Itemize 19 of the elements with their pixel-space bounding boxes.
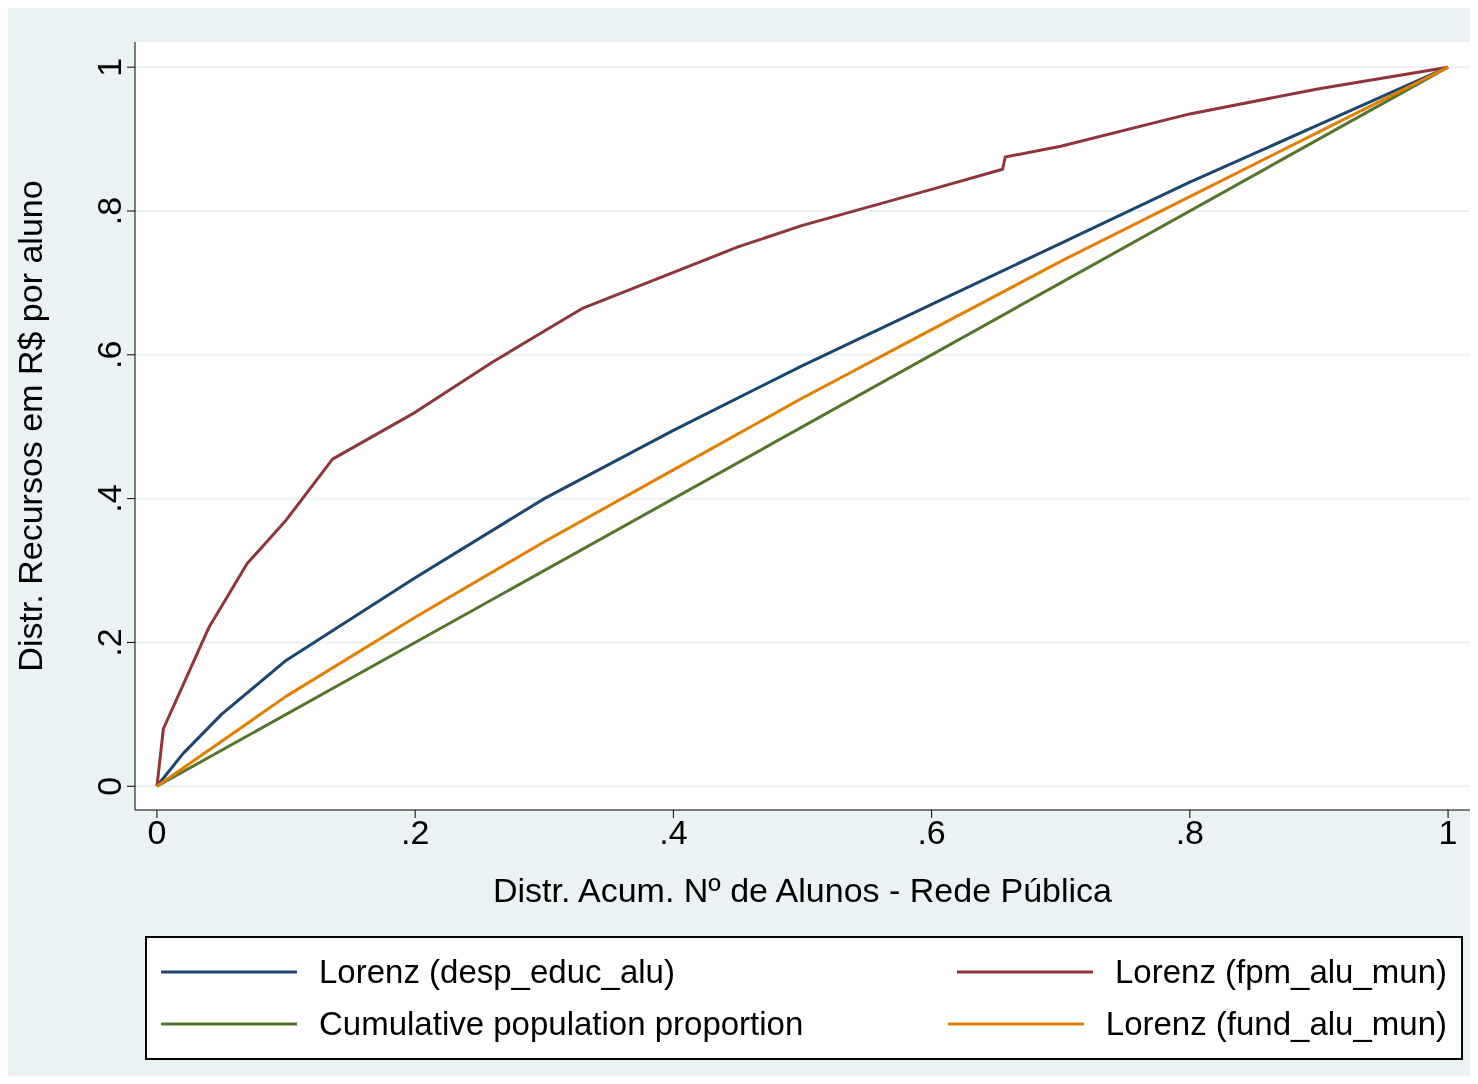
x-tick-label: 0	[147, 813, 167, 852]
y-tick-label: .8	[90, 196, 128, 226]
legend-label: Lorenz (fund_alu_mun)	[1105, 1005, 1447, 1043]
x-tick-label: 1	[1438, 813, 1458, 852]
x-tick-label: .4	[659, 813, 688, 852]
y-tick-label: .6	[90, 340, 128, 369]
x-tick-label: .8	[1175, 813, 1205, 852]
legend-label: Lorenz (fpm_alu_mun)	[1115, 953, 1447, 991]
legend-label: Lorenz (desp_educ_alu)	[319, 953, 675, 991]
y-tick-label: .2	[90, 628, 128, 657]
y-tick-label: .4	[90, 484, 128, 513]
x-axis-title: Distr. Acum. Nº de Alunos - Rede Pública	[492, 871, 1113, 909]
y-axis-title: Distr. Recursos em R$ por aluno	[11, 180, 50, 672]
x-tick-label: .2	[400, 813, 430, 852]
x-tick-label: .6	[917, 813, 946, 852]
y-tick-label: 0	[90, 776, 128, 796]
line-series	[155, 65, 1450, 788]
y-tick-label: 1	[90, 57, 128, 77]
legend-label: Cumulative population proportion	[319, 1005, 804, 1043]
